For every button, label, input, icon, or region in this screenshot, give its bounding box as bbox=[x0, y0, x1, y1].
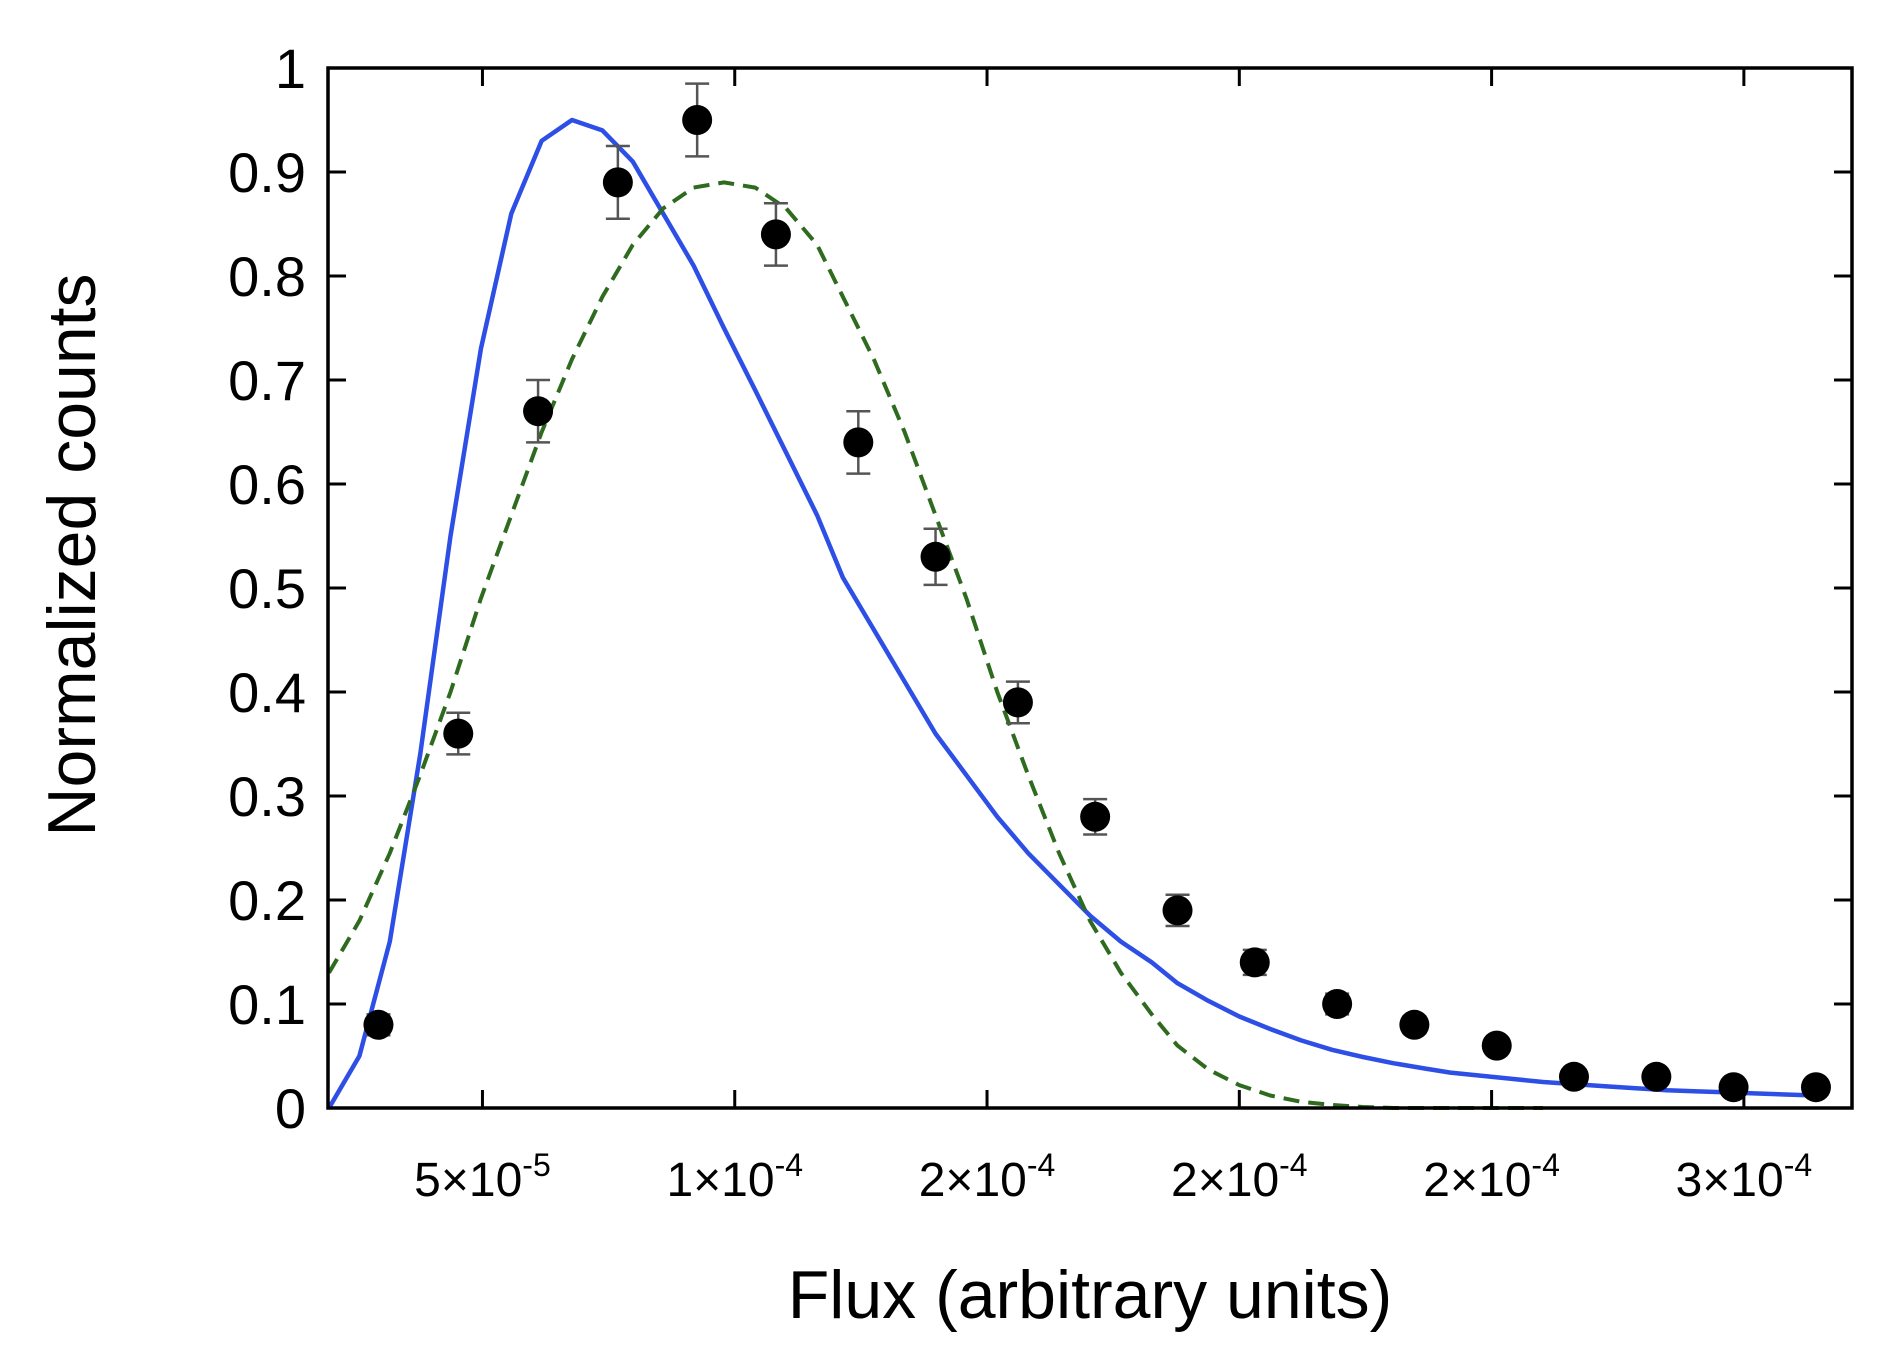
y-tick-label: 0.9 bbox=[228, 141, 306, 204]
data-point bbox=[843, 427, 874, 458]
y-tick-label: 0.2 bbox=[228, 869, 306, 932]
data-points bbox=[363, 105, 1831, 1103]
data-point bbox=[760, 219, 791, 250]
x-tick-label: 2×10-4 bbox=[919, 1147, 1056, 1207]
x-tick-label: 3×10-4 bbox=[1676, 1147, 1813, 1207]
data-point bbox=[1481, 1030, 1512, 1061]
x-tick-labels: 5×10-5 1×10-4 2×10-4 2×10-4 2×10-4 3×10-4 bbox=[414, 1147, 1812, 1207]
y-tick-labels: 0 0.1 0.2 0.3 0.4 0.5 0.6 0.7 0.8 0.9 1 bbox=[228, 37, 306, 1140]
data-point bbox=[920, 541, 951, 572]
x-tick-label: 5×10-5 bbox=[414, 1147, 551, 1207]
data-point bbox=[1399, 1009, 1430, 1040]
x-tick-label: 2×10-4 bbox=[1171, 1147, 1308, 1207]
x-axis-title: Flux (arbitrary units) bbox=[788, 1257, 1393, 1333]
data-point bbox=[1641, 1061, 1672, 1092]
y-tick-label: 0.7 bbox=[228, 349, 306, 412]
data-point bbox=[1239, 947, 1270, 978]
data-point bbox=[443, 718, 474, 749]
x-tick-label: 2×10-4 bbox=[1423, 1147, 1560, 1207]
y-axis-title: Normalized counts bbox=[34, 273, 110, 836]
data-point bbox=[1162, 895, 1193, 926]
dashed-fit-curve bbox=[327, 180, 1544, 1110]
data-point bbox=[1558, 1061, 1589, 1092]
data-point bbox=[1322, 989, 1353, 1019]
y-tick-label: 0.4 bbox=[228, 661, 306, 724]
data-point bbox=[363, 1009, 394, 1040]
data-point bbox=[1080, 801, 1111, 832]
y-tick-label: 0.8 bbox=[228, 245, 306, 308]
y-tick-label: 0.3 bbox=[228, 765, 306, 828]
y-tick-label: 0.6 bbox=[228, 453, 306, 516]
data-point bbox=[1800, 1072, 1831, 1103]
y-tick-label: 0 bbox=[275, 1077, 306, 1140]
data-point bbox=[1718, 1072, 1749, 1103]
data-point bbox=[682, 105, 713, 135]
data-point bbox=[523, 396, 554, 427]
y-tick-label: 1 bbox=[275, 37, 306, 100]
data-point bbox=[602, 167, 633, 198]
y-tick-label: 0.1 bbox=[228, 973, 306, 1036]
data-point bbox=[1002, 687, 1033, 718]
y-tick-label: 0.5 bbox=[228, 557, 306, 620]
axes bbox=[326, 66, 1854, 1110]
x-tick-label: 1×10-4 bbox=[666, 1147, 803, 1207]
